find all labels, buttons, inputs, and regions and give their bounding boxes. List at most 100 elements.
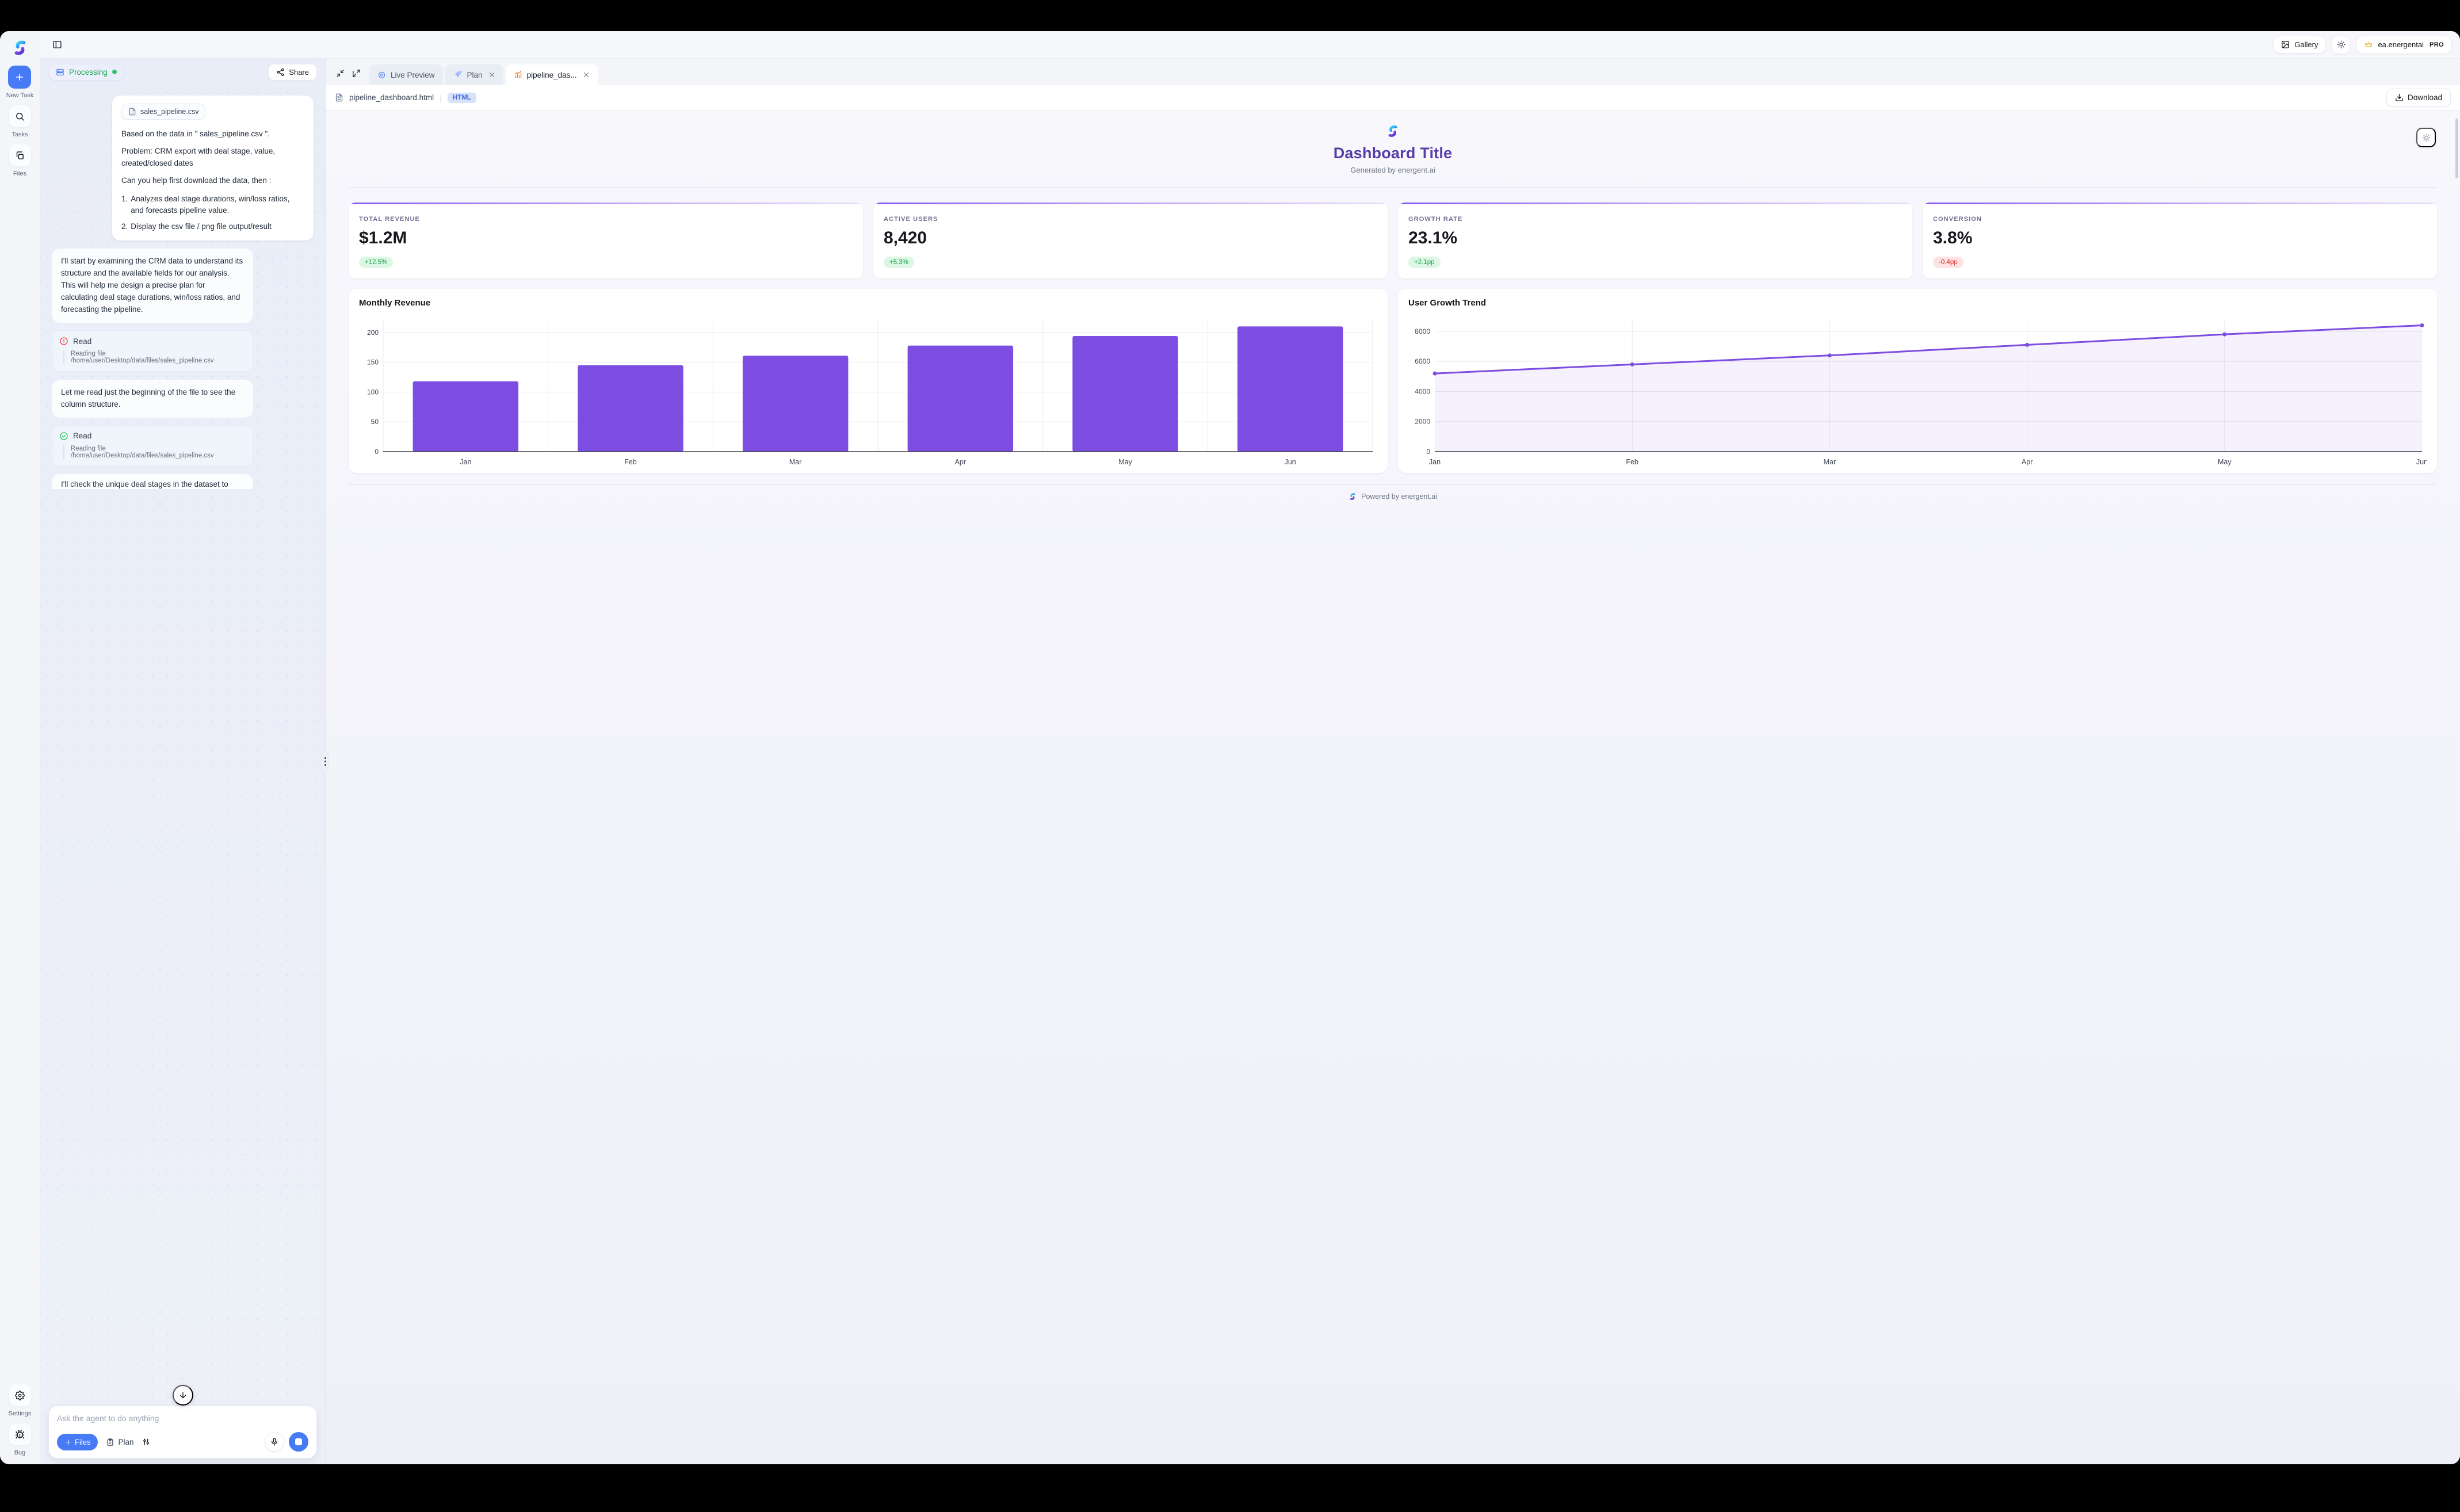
- new-task-label: New Task: [6, 92, 34, 99]
- close-tab-icon[interactable]: [488, 71, 495, 78]
- svg-text:50: 50: [371, 418, 379, 426]
- dashboard-preview: Dashboard Title Generated by energent.ai…: [326, 110, 2460, 1464]
- energent-logo: [1386, 124, 1400, 138]
- plus-icon: [14, 72, 25, 82]
- bug-label: Bug: [14, 1449, 26, 1456]
- status-dot: [112, 70, 117, 74]
- new-task-button[interactable]: [8, 66, 32, 89]
- file-text-icon: [335, 93, 343, 102]
- tool-detail: Reading file /home/user/Desktop/data/fil…: [63, 445, 246, 459]
- sparkles-icon: [453, 70, 463, 79]
- voice-input-button[interactable]: [265, 1432, 284, 1452]
- monthly-revenue-card: Monthly Revenue 0 50 100 150 200 Jan Feb Mar Apr…: [349, 289, 1388, 473]
- tasks-button[interactable]: [8, 105, 32, 128]
- chat-message-list[interactable]: sales_pipeline.csv Based on the data in …: [40, 85, 325, 1403]
- bug-icon: [15, 1430, 25, 1440]
- plan-button[interactable]: Plan: [106, 1438, 133, 1446]
- separator: |: [440, 93, 442, 102]
- download-icon: [2395, 93, 2404, 102]
- composer: Files Plan: [48, 1406, 317, 1458]
- tasks-label: Tasks: [12, 131, 28, 138]
- alert-circle-icon: [59, 337, 68, 346]
- svg-text:Jan: Jan: [460, 458, 471, 466]
- delta-badge: +2.1pp: [1408, 257, 1441, 268]
- stop-button[interactable]: [289, 1432, 308, 1452]
- add-files-button[interactable]: Files: [57, 1433, 98, 1450]
- monthly-revenue-chart: 0 50 100 150 200 Jan Feb Mar Apr May Jun: [367, 319, 1373, 466]
- gallery-icon: [2281, 40, 2290, 49]
- divider: [349, 484, 2437, 485]
- svg-text:May: May: [1118, 458, 1132, 466]
- svg-text:May: May: [2218, 458, 2232, 466]
- live-preview-icon: [377, 71, 386, 79]
- download-button[interactable]: Download: [2386, 89, 2451, 106]
- panel-divider: [322, 59, 329, 1464]
- panel-resize-handle[interactable]: [322, 751, 329, 772]
- svg-text:4000: 4000: [1415, 387, 1430, 395]
- bar-chart-icon: [514, 71, 522, 79]
- svg-text:2000: 2000: [1415, 418, 1430, 426]
- stat-card-conversion: CONVERSION 3.8% -0.4pp: [1923, 203, 2437, 278]
- tab-live-preview[interactable]: Live Preview: [369, 64, 443, 85]
- dashboard-subtitle: Generated by energent.ai: [1350, 166, 1435, 174]
- settings-label: Settings: [8, 1410, 32, 1417]
- agent-input[interactable]: [57, 1414, 308, 1423]
- svg-text:Mar: Mar: [1824, 458, 1836, 466]
- search-icon: [15, 112, 25, 121]
- user-growth-chart: 0 2000 4000 6000 8000 Jan Feb Mar Apr May Jun: [1415, 319, 2427, 466]
- svg-text:Jan: Jan: [1429, 458, 1441, 466]
- user-message: sales_pipeline.csv Based on the data in …: [112, 96, 314, 241]
- energent-logo: [12, 39, 29, 56]
- svg-text:100: 100: [367, 388, 379, 396]
- attached-file-name: sales_pipeline.csv: [140, 108, 199, 116]
- assistant-message-clipped: I'll check the unique deal stages in the…: [52, 474, 253, 489]
- bug-button[interactable]: [8, 1423, 32, 1446]
- share-icon: [276, 68, 285, 77]
- dashboard-settings-button[interactable]: [2416, 128, 2436, 147]
- user-growth-card: User Growth Trend 0 2000 4000 6000 8000 Jan Fe…: [1398, 289, 2437, 473]
- task-status-label: Processing: [69, 67, 108, 77]
- files-button[interactable]: [8, 144, 32, 167]
- stats-row: TOTAL REVENUE $1.2M +12.5% ACTIVE USERS …: [349, 203, 2437, 278]
- charts-row: Monthly Revenue 0 50 100 150 200 Jan Feb Mar Apr…: [349, 289, 2437, 473]
- panel-left-icon: [52, 40, 62, 49]
- settings-button[interactable]: [8, 1384, 32, 1407]
- file-header-bar: pipeline_dashboard.html | HTML Download: [326, 85, 2460, 110]
- account-button[interactable]: ea.energentai PRO: [2356, 35, 2452, 54]
- theme-toggle-button[interactable]: [2332, 35, 2351, 54]
- csv-file-icon: [128, 108, 136, 116]
- maximize-icon: [352, 69, 361, 78]
- tool-call-read-error[interactable]: Read Reading file /home/user/Desktop/dat…: [52, 330, 253, 372]
- energent-logo: [1349, 492, 1357, 501]
- tab-plan[interactable]: Plan: [445, 64, 503, 85]
- stat-card-growth-rate: GROWTH RATE 23.1% +2.1pp: [1398, 203, 1912, 278]
- svg-text:200: 200: [367, 329, 379, 337]
- model-settings-button[interactable]: [142, 1437, 151, 1446]
- attached-file-chip[interactable]: sales_pipeline.csv: [121, 104, 206, 120]
- user-message-list-item: 2. Display the csv file / png file outpu…: [121, 222, 272, 231]
- delta-badge: -0.4pp: [1933, 257, 1964, 268]
- preview-gear-icon: [2421, 133, 2431, 143]
- gallery-button[interactable]: Gallery: [2273, 36, 2327, 54]
- svg-text:8000: 8000: [1415, 327, 1430, 335]
- scroll-to-bottom-button[interactable]: [172, 1385, 193, 1406]
- user-message-line: Problem: CRM export with deal stage, val…: [121, 146, 276, 167]
- svg-text:Jun: Jun: [1285, 458, 1296, 466]
- tab-pipeline-dashboard[interactable]: pipeline_das...: [505, 64, 598, 85]
- expand-panel-button[interactable]: [349, 66, 364, 81]
- sidebar-toggle-button[interactable]: [48, 36, 66, 54]
- tool-call-read-success[interactable]: Read Reading file /home/user/Desktop/dat…: [52, 425, 253, 467]
- svg-text:Apr: Apr: [2022, 458, 2033, 466]
- open-file-name: pipeline_dashboard.html: [349, 93, 434, 102]
- check-circle-icon: [59, 432, 68, 441]
- share-button[interactable]: Share: [268, 63, 317, 81]
- pro-badge: PRO: [2429, 41, 2444, 48]
- task-status-chip[interactable]: Processing: [48, 63, 124, 81]
- user-message-line: Based on the data in " sales_pipeline.cs…: [121, 129, 270, 138]
- collapse-panel-button[interactable]: [333, 66, 347, 81]
- tool-name: Read: [73, 432, 92, 441]
- tool-name: Read: [73, 337, 92, 346]
- arrow-down-icon: [178, 1391, 188, 1400]
- close-tab-icon[interactable]: [583, 71, 590, 78]
- preview-scrollbar[interactable]: [2455, 119, 2458, 178]
